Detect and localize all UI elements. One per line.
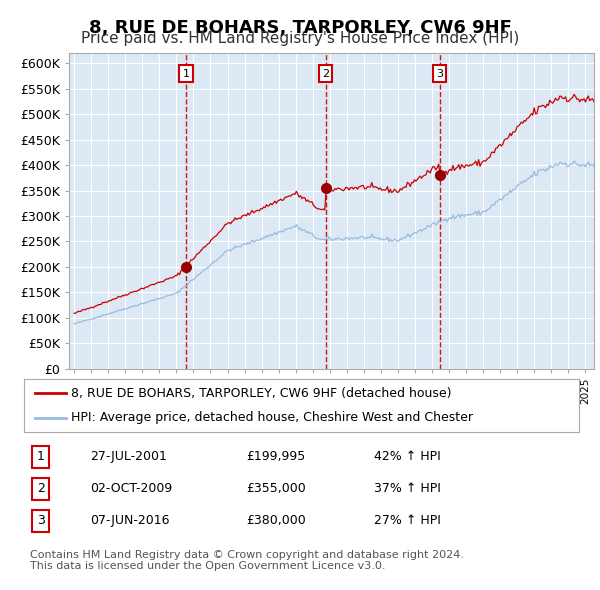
Text: 37% ↑ HPI: 37% ↑ HPI (374, 482, 440, 495)
Text: 27% ↑ HPI: 27% ↑ HPI (374, 514, 440, 527)
Text: 8, RUE DE BOHARS, TARPORLEY, CW6 9HF (detached house): 8, RUE DE BOHARS, TARPORLEY, CW6 9HF (de… (71, 386, 452, 399)
Text: HPI: Average price, detached house, Cheshire West and Chester: HPI: Average price, detached house, Ches… (71, 411, 473, 424)
Text: 2: 2 (322, 68, 329, 78)
Text: 02-OCT-2009: 02-OCT-2009 (91, 482, 173, 495)
Text: 1: 1 (37, 450, 44, 463)
Text: 3: 3 (37, 514, 44, 527)
Text: 3: 3 (436, 68, 443, 78)
Text: £355,000: £355,000 (246, 482, 306, 495)
Text: 2: 2 (37, 482, 44, 495)
Text: 07-JUN-2016: 07-JUN-2016 (91, 514, 170, 527)
Text: 27-JUL-2001: 27-JUL-2001 (91, 450, 167, 463)
Text: 1: 1 (182, 68, 190, 78)
Text: 8, RUE DE BOHARS, TARPORLEY, CW6 9HF: 8, RUE DE BOHARS, TARPORLEY, CW6 9HF (89, 19, 511, 37)
Text: £380,000: £380,000 (246, 514, 306, 527)
Text: 42% ↑ HPI: 42% ↑ HPI (374, 450, 440, 463)
Text: Contains HM Land Registry data © Crown copyright and database right 2024.
This d: Contains HM Land Registry data © Crown c… (30, 550, 464, 572)
Text: Price paid vs. HM Land Registry's House Price Index (HPI): Price paid vs. HM Land Registry's House … (81, 31, 519, 46)
Text: £199,995: £199,995 (246, 450, 305, 463)
